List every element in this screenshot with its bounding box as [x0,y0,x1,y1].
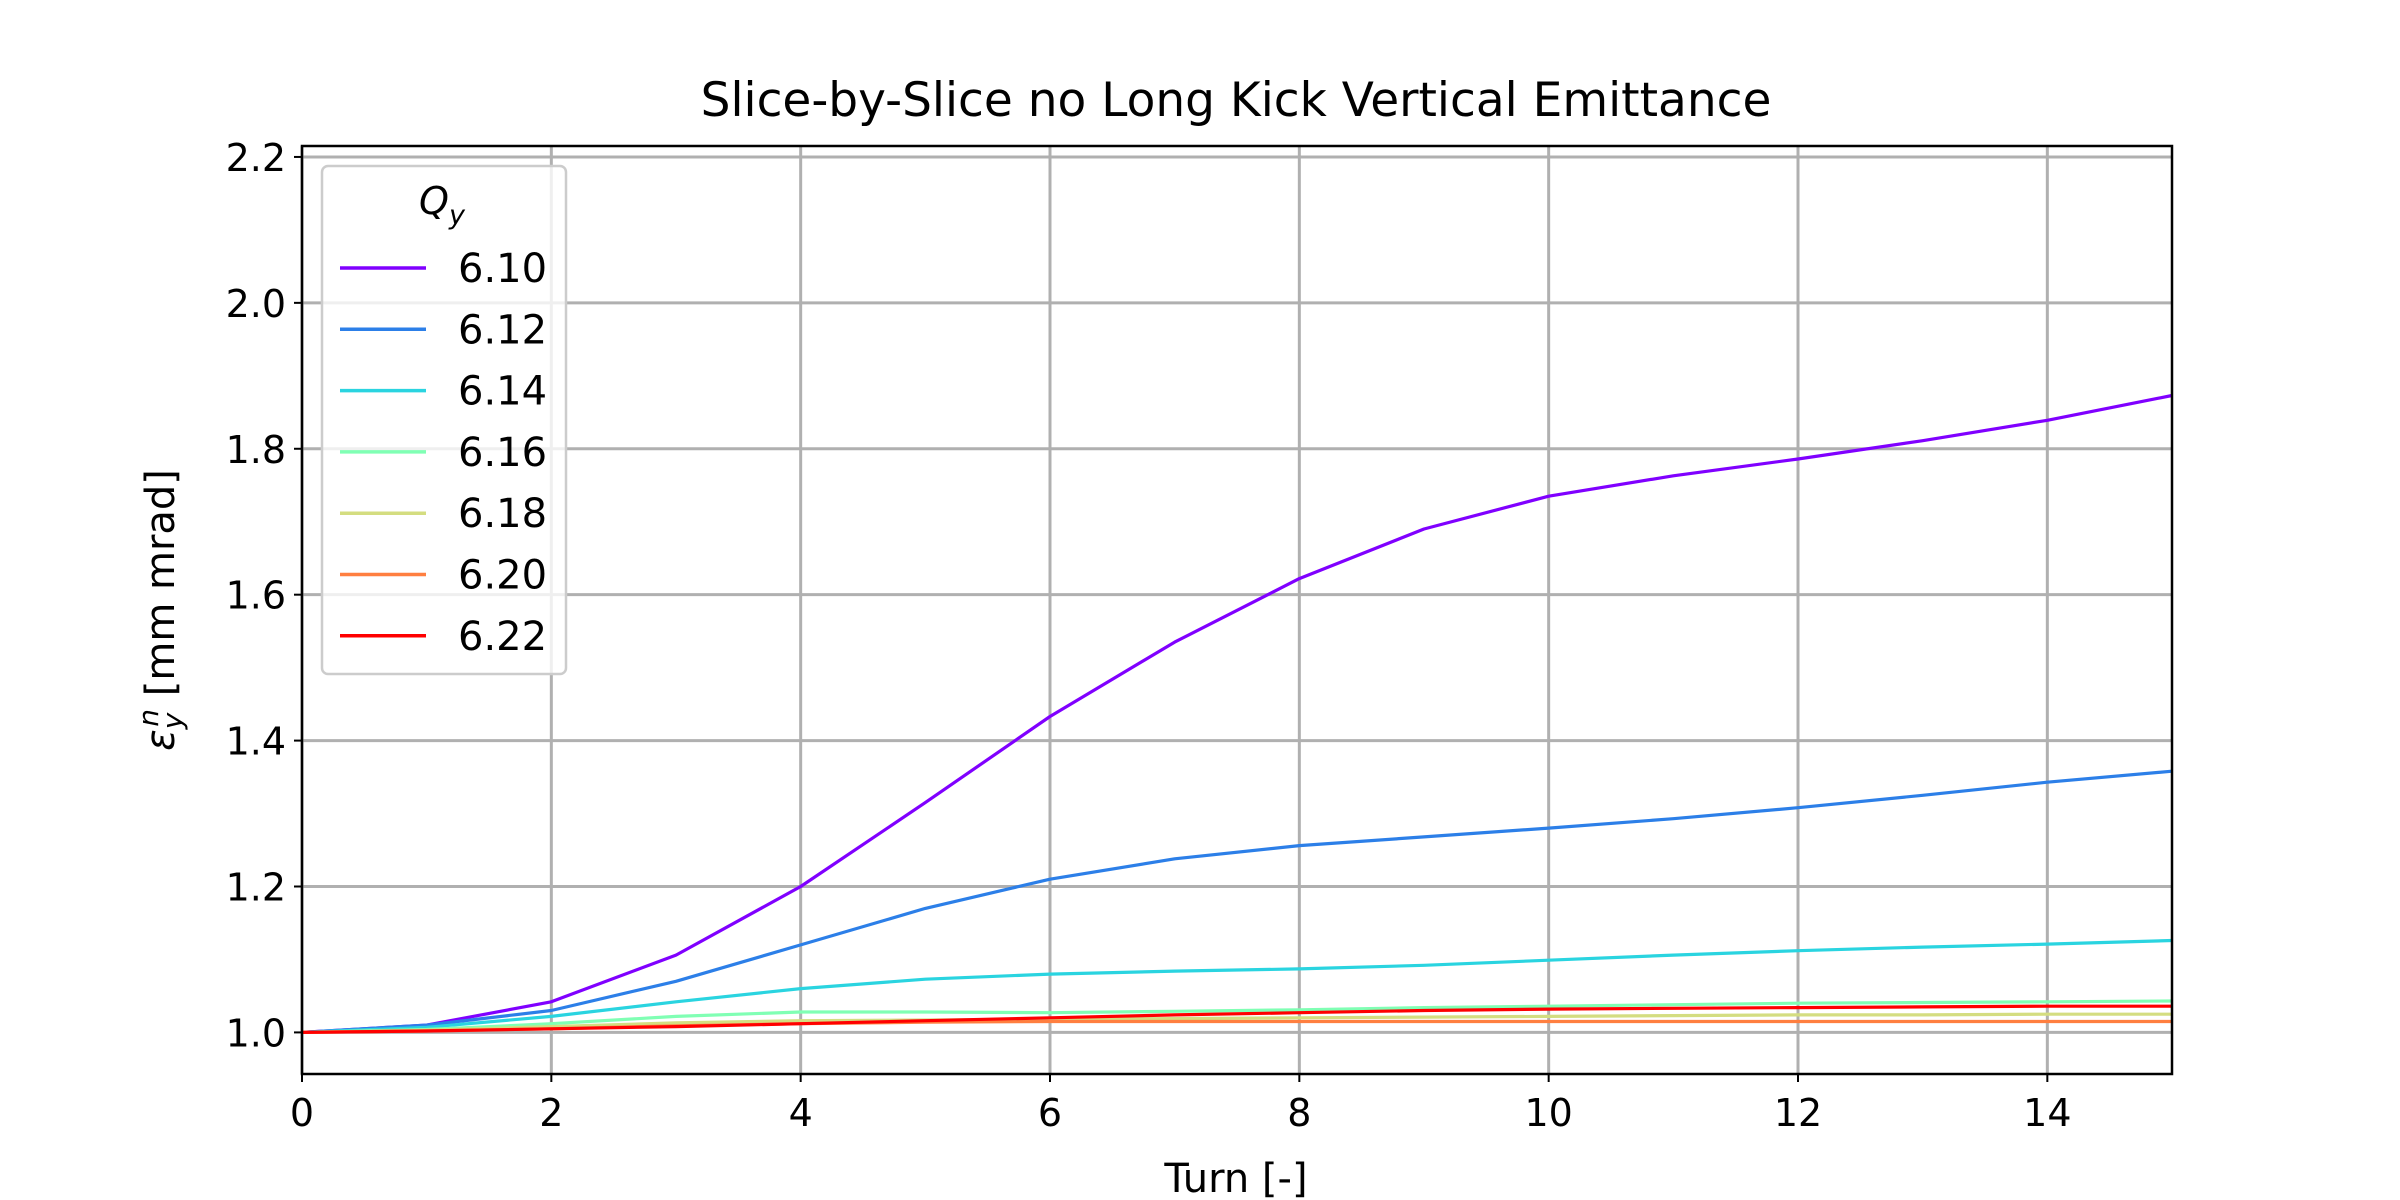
legend-title: Qy [419,179,466,231]
series-lines [301,393,2173,1034]
series-line-6.10 [301,393,2173,1034]
legend-label-6.10: 6.10 [458,246,547,292]
legend-label-6.18: 6.18 [458,491,547,537]
chart-title: Slice-by-Slice no Long Kick Vertical Emi… [701,73,1772,128]
y-tick-label: 1.4 [226,720,286,764]
y-tick-label: 1.2 [226,866,286,910]
x-tick-label: 12 [1774,1091,1822,1135]
x-tick-label: 4 [789,1091,813,1135]
x-tick-label: 10 [1524,1091,1572,1135]
y-axis: 1.0 1.2 1.4 1.6 1.8 2.0 2.2 [226,136,302,1055]
legend-label-6.16: 6.16 [458,430,547,476]
legend-label-6.12: 6.12 [458,307,547,353]
legend-label-6.14: 6.14 [458,369,547,415]
series-line-6.22 [301,1004,2172,1034]
x-tick-label: 2 [539,1091,563,1135]
legend-label-6.20: 6.20 [458,553,547,599]
legend-items: 6.10 6.12 6.14 6.16 6.18 6.20 6.22 [340,246,547,660]
x-tick-label: 0 [290,1091,314,1135]
series-line-6.12 [301,769,2173,1034]
y-tick-label: 2.2 [226,136,286,180]
legend-title-sub: y [448,200,466,231]
x-axis-label: Turn [-] [1163,1156,1307,1200]
x-tick-label: 14 [2023,1091,2071,1135]
y-tick-label: 1.6 [226,574,286,618]
y-axis-label-symbol: ε [138,729,184,751]
series-line-6.16 [301,999,2173,1034]
x-tick-label: 8 [1287,1091,1311,1135]
series-line-6.14 [301,938,2173,1034]
series-line-6.18 [301,1012,2172,1034]
y-tick-label: 2.0 [226,282,286,326]
legend-title-symbol: Q [419,179,449,223]
x-tick-label: 6 [1038,1091,1062,1135]
y-axis-label-unit: [mm mrad] [138,469,184,709]
y-axis-label: εyn [mm mrad] [132,469,189,751]
plot-frame [300,144,2174,1076]
y-axis-label-sup: n [132,709,165,727]
legend-box [320,164,568,676]
y-tick-label: 1.0 [226,1011,286,1055]
legend: Qy 6.10 6.12 6.14 6.16 6.18 6.20 6.22 [320,164,568,676]
y-axis-label-sub: y [156,712,189,730]
legend-label-6.22: 6.22 [458,614,547,660]
x-axis: 0 2 4 6 8 10 12 14 [290,1074,2072,1135]
y-tick-label: 1.8 [226,428,286,472]
